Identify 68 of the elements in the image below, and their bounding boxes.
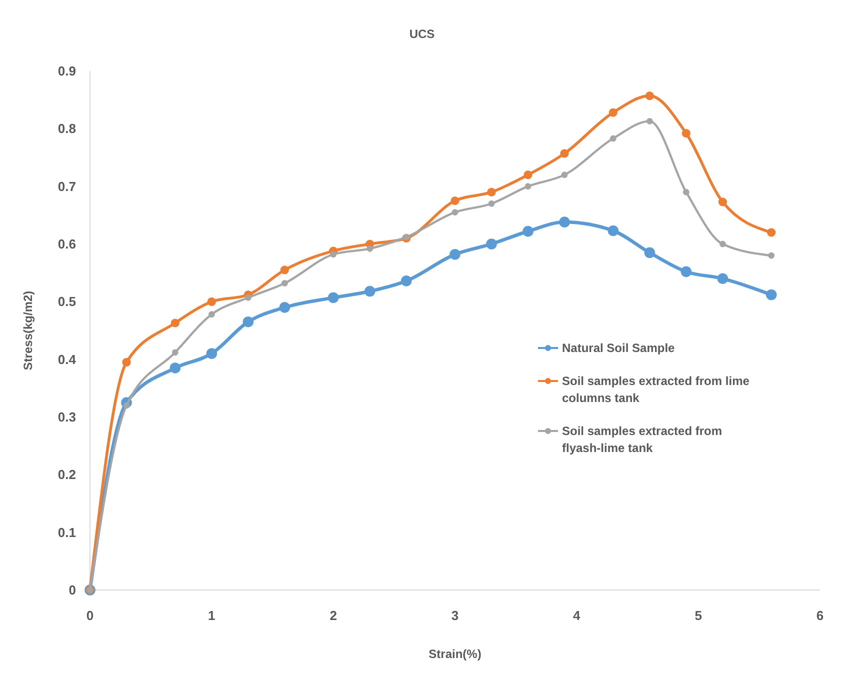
point <box>768 252 775 259</box>
y-tick-label: 0.6 <box>58 236 76 252</box>
x-axis-title: Strain(%) <box>428 647 482 661</box>
point <box>718 198 727 206</box>
point <box>330 251 337 258</box>
point <box>680 266 692 278</box>
y-tick-label: 0.5 <box>58 294 76 310</box>
y-tick-label: 0.2 <box>58 467 76 482</box>
y-tick-label: 0.7 <box>58 178 76 194</box>
point <box>608 108 618 117</box>
y-tick-label: 0.9 <box>58 64 76 79</box>
point <box>645 91 654 100</box>
point <box>122 358 131 367</box>
point <box>561 172 568 178</box>
point <box>403 234 410 240</box>
point <box>207 297 216 306</box>
point <box>328 292 339 304</box>
legend-label: Soil samples extracted from flyash-lime tank <box>562 424 722 456</box>
legend-label: Natural Soil Sample <box>562 341 676 356</box>
point <box>487 188 496 196</box>
y-tick-label: 0.4 <box>58 352 77 367</box>
point <box>281 280 288 286</box>
point <box>646 118 653 124</box>
x-tick-label: 6 <box>816 608 824 623</box>
point <box>170 362 181 374</box>
point <box>766 289 777 300</box>
x-tick-label: 0 <box>86 608 94 623</box>
point <box>366 245 374 252</box>
point <box>450 196 460 206</box>
point <box>717 273 728 284</box>
point <box>170 318 180 328</box>
x-tick-label: 2 <box>330 608 337 623</box>
point <box>644 247 656 258</box>
point <box>244 294 252 301</box>
point <box>610 135 616 142</box>
point <box>719 240 726 248</box>
point <box>208 311 215 318</box>
point <box>279 302 290 313</box>
x-tick-label: 1 <box>208 608 216 623</box>
point <box>559 216 570 228</box>
point <box>450 248 460 260</box>
y-axis-title: Stress(kg/m2) <box>21 290 35 370</box>
y-tick-label: 0.8 <box>58 121 76 136</box>
point <box>522 226 534 237</box>
point <box>452 209 458 216</box>
point <box>486 238 497 250</box>
legend-label: Soil samples extracted from lime columns tank <box>562 374 750 406</box>
chart-title: UCS <box>409 27 435 41</box>
x-tick-label: 5 <box>694 608 702 623</box>
x-tick-label: 4 <box>573 608 582 623</box>
y-tick-label: 0.1 <box>58 524 76 540</box>
point <box>206 348 218 359</box>
point <box>242 316 254 328</box>
x-tick-label: 3 <box>451 608 459 623</box>
point <box>524 183 532 190</box>
y-tick-label: 0.3 <box>58 410 76 425</box>
point <box>682 128 690 138</box>
y-tick-label: 0 <box>68 582 76 598</box>
point <box>364 286 376 297</box>
point <box>682 188 690 196</box>
point <box>608 225 619 236</box>
point <box>767 228 776 237</box>
point <box>280 266 289 274</box>
point <box>172 349 178 356</box>
point <box>524 170 532 180</box>
point <box>400 276 412 286</box>
point <box>488 200 495 207</box>
point <box>560 149 569 158</box>
